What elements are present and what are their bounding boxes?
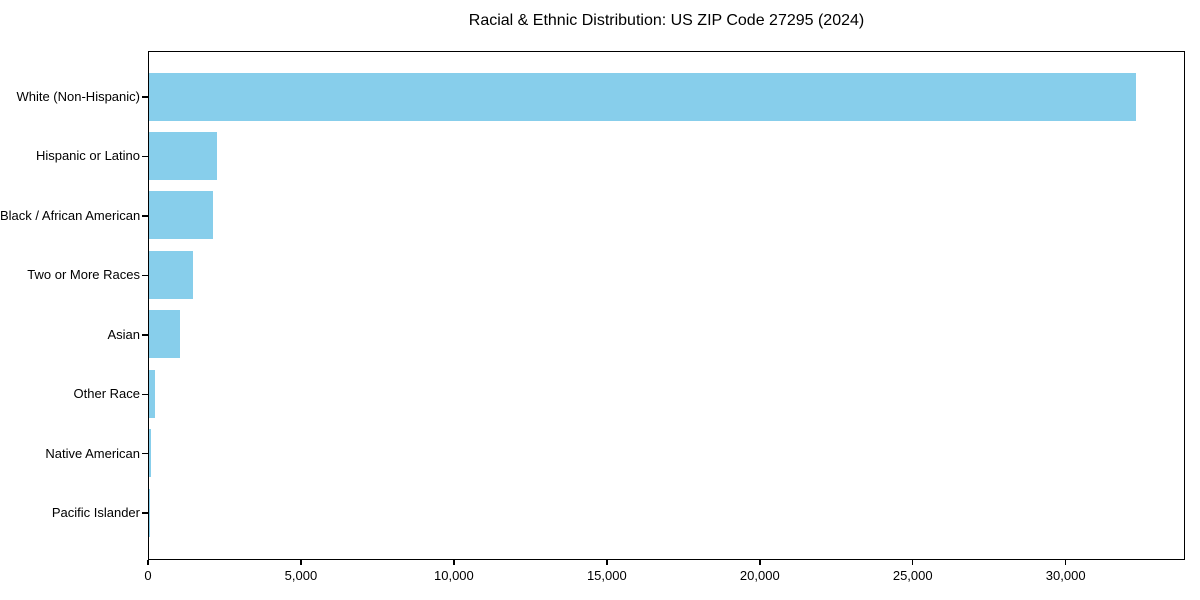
y-tick-mark <box>142 452 148 455</box>
x-tick-mark <box>1064 560 1067 565</box>
x-tick-label: 0 <box>144 568 152 583</box>
x-tick-label: 30,000 <box>1045 568 1086 583</box>
plot-area <box>148 51 1185 560</box>
y-tick-label: White (Non-Hispanic) <box>16 89 140 104</box>
bar <box>149 250 193 299</box>
x-tick-label: 10,000 <box>434 568 474 583</box>
x-tick-label: 15,000 <box>586 568 627 583</box>
y-tick-label: Native American <box>45 445 140 461</box>
bar <box>149 310 180 359</box>
y-tick-mark <box>142 393 148 395</box>
x-tick-label: 20,000 <box>739 568 780 583</box>
y-tick-label: Two or More Races <box>27 267 140 283</box>
y-tick-mark <box>142 96 148 98</box>
bar <box>149 131 217 180</box>
chart-title: Racial & Ethnic Distribution: US ZIP Cod… <box>468 12 865 29</box>
x-tick-mark <box>606 560 608 565</box>
bar <box>149 369 156 418</box>
x-tick-label: 25,000 <box>892 568 933 583</box>
bar <box>149 191 213 240</box>
x-tick-mark <box>300 560 302 565</box>
bar <box>149 72 1137 121</box>
y-tick-mark <box>142 512 148 514</box>
x-tick-label: 5,000 <box>284 568 318 583</box>
y-tick-mark <box>142 155 148 158</box>
y-tick-label: Hispanic or Latino <box>35 148 140 164</box>
y-tick-mark <box>142 215 148 217</box>
y-tick-label: Asian <box>107 326 140 342</box>
x-tick-mark <box>911 560 914 565</box>
x-tick-mark <box>147 560 149 565</box>
y-tick-mark <box>142 334 148 336</box>
y-tick-label: Pacific Islander <box>51 505 140 521</box>
y-tick-label: Other Race <box>73 386 140 402</box>
bar <box>149 429 151 478</box>
y-tick-mark <box>142 274 148 277</box>
y-tick-label: Black / African American <box>0 207 141 223</box>
x-tick-mark <box>453 560 455 565</box>
x-tick-mark <box>759 560 761 565</box>
